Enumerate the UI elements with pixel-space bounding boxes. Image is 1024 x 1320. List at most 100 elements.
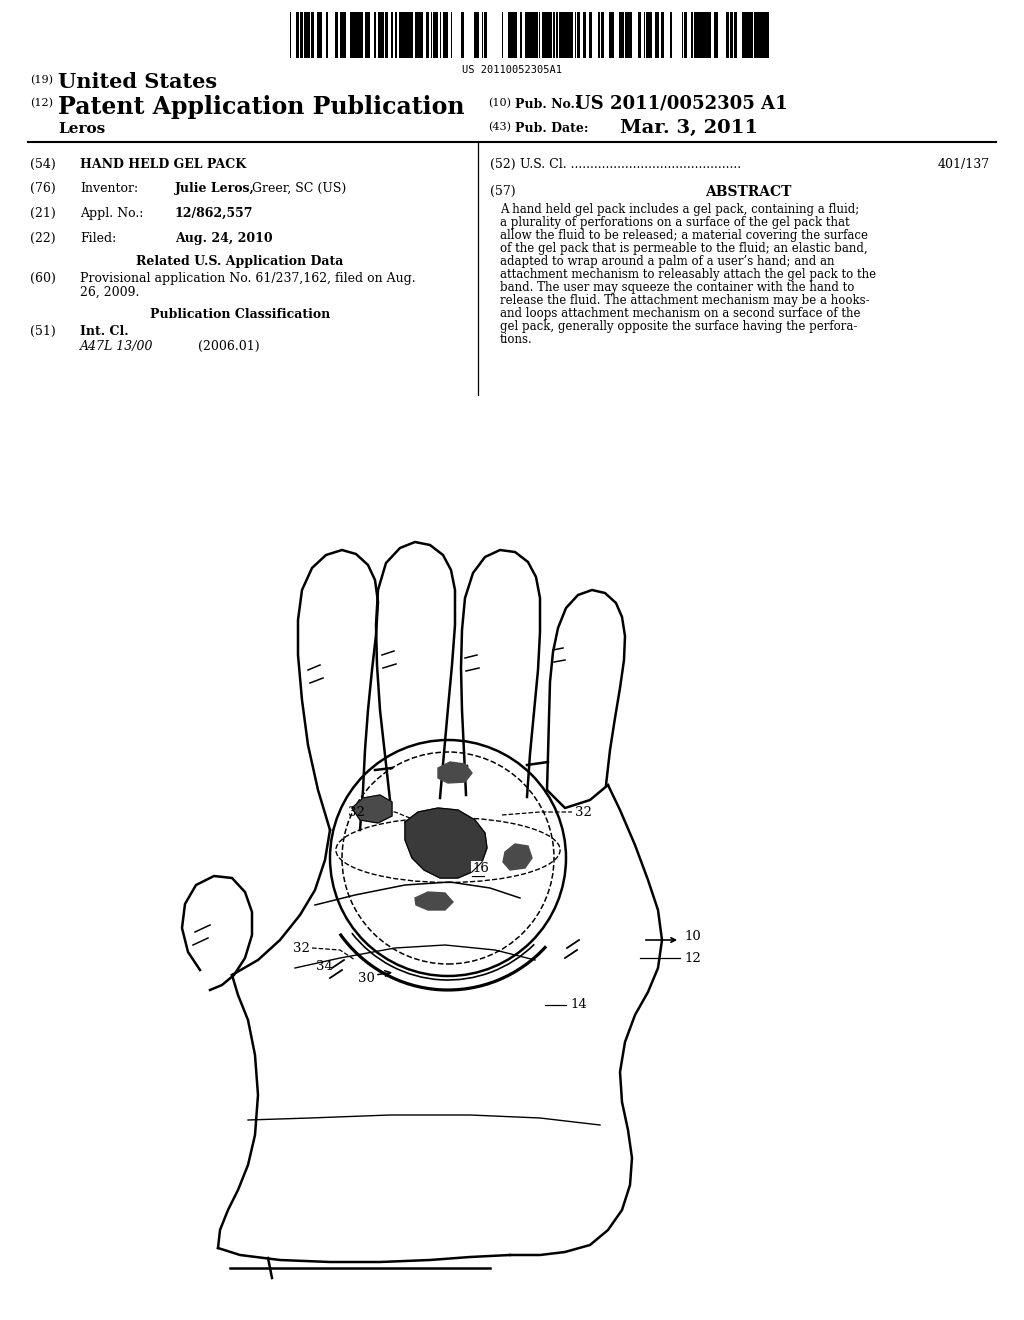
Text: Publication Classification: Publication Classification (150, 308, 330, 321)
Bar (317, 12, 319, 58)
Bar (561, 12, 563, 58)
Bar (399, 12, 402, 58)
Bar (601, 12, 603, 58)
Polygon shape (415, 892, 453, 909)
Text: Patent Application Publication: Patent Application Publication (58, 95, 465, 119)
Text: Mar. 3, 2011: Mar. 3, 2011 (620, 119, 758, 137)
Bar (553, 12, 555, 58)
Bar (381, 12, 384, 58)
Bar (559, 12, 561, 58)
Text: Related U.S. Application Data: Related U.S. Application Data (136, 255, 344, 268)
Bar (374, 12, 376, 58)
Bar (378, 12, 381, 58)
Text: (51): (51) (30, 325, 55, 338)
Text: a plurality of perforations on a surface of the gel pack that: a plurality of perforations on a surface… (500, 216, 850, 228)
Text: 12/862,557: 12/862,557 (175, 207, 254, 220)
Bar (532, 12, 535, 58)
Bar (766, 12, 769, 58)
Text: Pub. Date:: Pub. Date: (515, 121, 589, 135)
Bar (611, 12, 614, 58)
Text: 32: 32 (293, 941, 310, 954)
Text: Pub. No.:: Pub. No.: (515, 98, 580, 111)
Bar (744, 12, 746, 58)
Bar (335, 12, 338, 58)
Bar (649, 12, 652, 58)
Bar (296, 12, 299, 58)
Text: Greer, SC (US): Greer, SC (US) (248, 182, 346, 195)
Bar (705, 12, 707, 58)
Bar (625, 12, 628, 58)
Text: 401/137: 401/137 (938, 158, 990, 172)
Bar (477, 12, 479, 58)
Bar (646, 12, 649, 58)
Bar (757, 12, 759, 58)
Bar (391, 12, 393, 58)
Text: United States: United States (58, 73, 217, 92)
Text: (21): (21) (30, 207, 55, 220)
Text: A47L 13/00: A47L 13/00 (80, 341, 154, 352)
Bar (508, 12, 511, 58)
Bar (700, 12, 702, 58)
Text: 32: 32 (348, 805, 365, 818)
Bar (319, 12, 322, 58)
Text: (54): (54) (30, 158, 55, 172)
Bar (656, 12, 659, 58)
Polygon shape (352, 795, 392, 822)
Bar (535, 12, 538, 58)
Bar (358, 12, 361, 58)
Text: US 2011/0052305 A1: US 2011/0052305 A1 (575, 95, 787, 114)
Bar (730, 12, 733, 58)
Text: (22): (22) (30, 232, 55, 246)
Bar (529, 12, 532, 58)
Bar (714, 12, 717, 58)
Text: 14: 14 (570, 998, 587, 1011)
Text: 26, 2009.: 26, 2009. (80, 286, 139, 300)
Bar (525, 12, 527, 58)
Bar (340, 12, 343, 58)
Text: Appl. No.:: Appl. No.: (80, 207, 143, 220)
Text: (12): (12) (30, 98, 53, 108)
Bar (367, 12, 370, 58)
Bar (742, 12, 744, 58)
Bar (308, 12, 310, 58)
Text: 16: 16 (472, 862, 488, 875)
Bar (550, 12, 552, 58)
Text: Provisional application No. 61/237,162, filed on Aug.: Provisional application No. 61/237,162, … (80, 272, 416, 285)
Text: 34: 34 (316, 961, 333, 974)
Bar (402, 12, 404, 58)
Polygon shape (406, 808, 487, 878)
Text: 10: 10 (684, 931, 700, 944)
Bar (365, 12, 367, 58)
Text: adapted to wrap around a palm of a user’s hand; and an: adapted to wrap around a palm of a user’… (500, 255, 835, 268)
Bar (461, 12, 464, 58)
Bar (426, 12, 428, 58)
Bar (750, 12, 753, 58)
Bar (754, 12, 757, 58)
Bar (408, 12, 410, 58)
Bar (726, 12, 728, 58)
Text: (52): (52) (490, 158, 516, 172)
Bar (350, 12, 352, 58)
Text: allow the fluid to be released; a material covering the surface: allow the fluid to be released; a materi… (500, 228, 868, 242)
Bar (618, 12, 621, 58)
Bar (547, 12, 550, 58)
Bar (417, 12, 420, 58)
Bar (763, 12, 766, 58)
Bar (583, 12, 586, 58)
Text: gel pack, generally opposite the surface having the perfora-: gel pack, generally opposite the surface… (500, 319, 857, 333)
Bar (694, 12, 697, 58)
Text: US 20110052305A1: US 20110052305A1 (462, 65, 562, 75)
Bar (761, 12, 763, 58)
Bar (484, 12, 487, 58)
Text: 32: 32 (575, 805, 592, 818)
Text: band. The user may squeeze the container with the hand to: band. The user may squeeze the container… (500, 281, 854, 294)
Text: A hand held gel pack includes a gel pack, containing a fluid;: A hand held gel pack includes a gel pack… (500, 203, 859, 216)
Bar (445, 12, 449, 58)
Bar (343, 12, 346, 58)
Bar (638, 12, 641, 58)
Bar (570, 12, 573, 58)
Bar (361, 12, 362, 58)
Bar (411, 12, 413, 58)
Text: Julie Leros,: Julie Leros, (175, 182, 255, 195)
Bar (556, 12, 558, 58)
